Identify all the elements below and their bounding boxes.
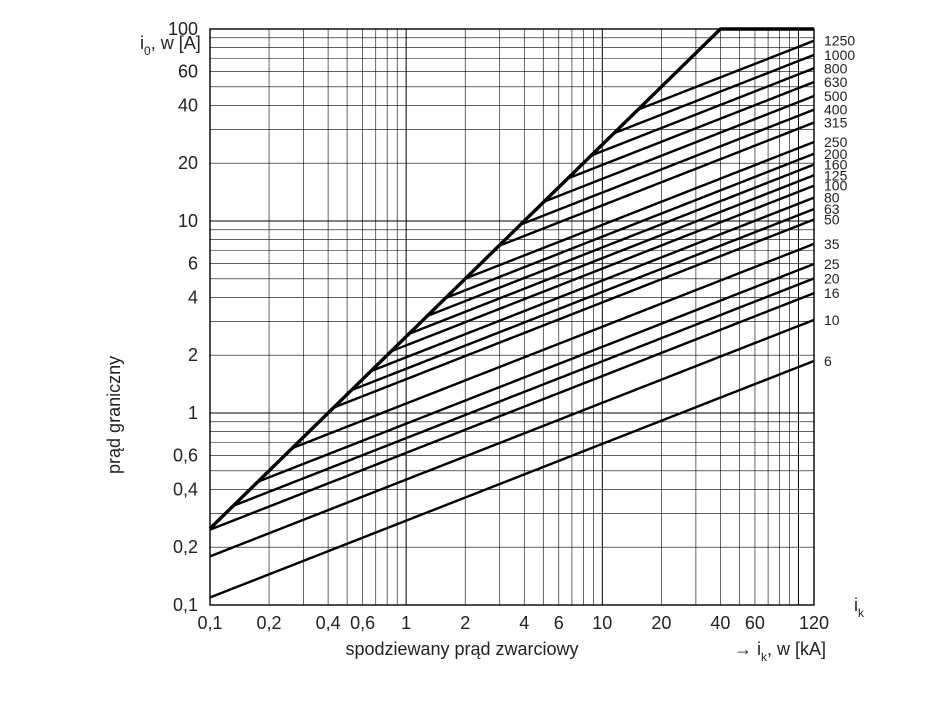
series-label: 250 [824, 134, 848, 150]
y-tick: 4 [188, 287, 198, 307]
x-tick: 40 [710, 613, 730, 633]
series-label: 20 [824, 270, 840, 286]
y-tick: 0,4 [173, 479, 198, 499]
y-axis-label: prąd graniczny [104, 356, 124, 474]
x-tick: 60 [745, 613, 765, 633]
x-tick: 0,6 [350, 613, 375, 633]
series-label: 16 [824, 285, 840, 301]
y-tick: 10 [178, 211, 198, 231]
x-tick: 20 [651, 613, 671, 633]
y-tick: 0,1 [173, 595, 198, 615]
series-label: 35 [824, 236, 840, 252]
y-tick: 60 [178, 62, 198, 82]
y-tick: 0,6 [173, 446, 198, 466]
cutoff-current-chart: 6101620253550638010012516020025031540050… [0, 0, 940, 703]
series-label: 10 [824, 312, 840, 328]
series-label: 6 [824, 353, 832, 369]
x-tick: 120 [799, 613, 829, 633]
y-tick: 2 [188, 345, 198, 365]
series-label: 1000 [824, 47, 855, 63]
y-tick: 40 [178, 95, 198, 115]
y-tick: 6 [188, 254, 198, 274]
x-tick: 1 [401, 613, 411, 633]
x-tick: 0,4 [316, 613, 341, 633]
x-axis-label: spodziewany prąd zwarciowy [345, 639, 578, 659]
series-label: 400 [824, 102, 848, 118]
x-tick: 4 [519, 613, 529, 633]
x-tick: 2 [460, 613, 470, 633]
x-tick: 6 [554, 613, 564, 633]
x-tick: 0,2 [257, 613, 282, 633]
y-tick: 0,2 [173, 537, 198, 557]
y-tick: 1 [188, 403, 198, 423]
series-label: 500 [824, 88, 848, 104]
series-label: 25 [824, 256, 840, 272]
series-label: 630 [824, 74, 848, 90]
y-tick: 20 [178, 153, 198, 173]
x-tick: 10 [592, 613, 612, 633]
x-tick: 0,1 [197, 613, 222, 633]
series-label: 1250 [824, 33, 855, 49]
